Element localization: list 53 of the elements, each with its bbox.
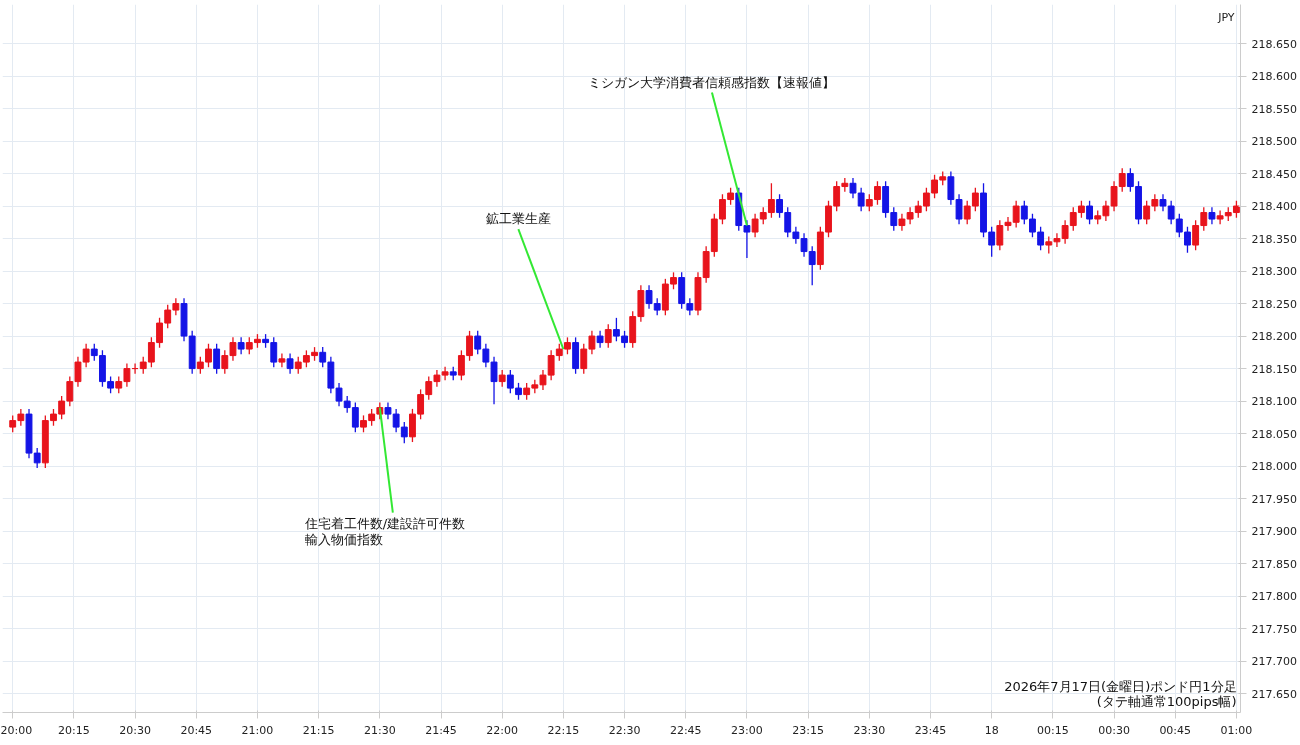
y-tick-label: 218.500 (1251, 135, 1297, 149)
annotation: 住宅着工件数/建設許可件数 (303, 515, 466, 531)
x-tick-label: 22:00 (486, 723, 519, 737)
x-tick-label: 21:15 (302, 723, 335, 737)
annotation: ミシガン大学消費者信頼感指数【速報値】 (588, 74, 836, 90)
candlestick (604, 323, 612, 349)
y-tick-label: 218.200 (1251, 330, 1297, 344)
x-tick-label: 21:30 (363, 723, 396, 737)
y-tick-label: 218.000 (1251, 460, 1297, 474)
x-tick-label: 20:15 (58, 723, 90, 737)
y-tick-label: 217.850 (1251, 557, 1297, 571)
x-tick-label: 23:00 (731, 723, 763, 737)
x-tick-label: 23:45 (914, 723, 947, 737)
x-tick-label: 01:00 (1220, 723, 1253, 737)
y-tick-label: 217.750 (1251, 622, 1297, 636)
y-tick-label: 217.800 (1251, 590, 1297, 604)
x-tick-label: 22:15 (547, 723, 580, 737)
y-tick-label: 217.950 (1251, 492, 1297, 506)
x-tick-label: 23:15 (792, 723, 824, 737)
x-tick-label: 23:30 (853, 723, 886, 737)
annotation: 2026年7月17日(金曜日)ポンド円1分足 (1004, 678, 1237, 694)
candlestick (1086, 200, 1094, 225)
x-tick-label: 22:45 (669, 723, 702, 737)
y-axis-title: JPY (1217, 10, 1235, 24)
y-tick-label: 218.300 (1251, 265, 1297, 279)
y-tick-label: 218.100 (1251, 395, 1297, 409)
x-tick-label: 20:45 (180, 723, 213, 737)
x-tick-label: 20:30 (119, 723, 151, 737)
x-tick-label: 00:45 (1159, 723, 1192, 737)
y-tick-label: 218.450 (1251, 167, 1297, 181)
annotation: 鉱工業生産 (485, 211, 551, 227)
x-tick-label: 18 (984, 723, 999, 737)
annotation: 輸入物価指数 (304, 531, 383, 547)
y-tick-label: 218.550 (1251, 102, 1297, 116)
y-tick-label: 217.650 (1251, 687, 1297, 701)
x-tick-label: 21:00 (241, 723, 274, 737)
y-tick-label: 218.050 (1251, 427, 1297, 441)
annotation: (タテ軸通常100pips幅) (1096, 693, 1237, 709)
y-tick-label: 217.700 (1251, 655, 1297, 669)
x-tick-label: 22:30 (608, 723, 641, 737)
y-tick-label: 218.650 (1251, 37, 1297, 51)
candlestick (286, 352, 294, 375)
x-tick-label: 00:30 (1098, 723, 1130, 737)
candlestick (213, 343, 221, 375)
y-tick-label: 218.350 (1251, 232, 1297, 246)
y-tick-label: 218.600 (1251, 70, 1297, 84)
y-tick-label: 218.400 (1251, 200, 1297, 214)
y-tick-label: 217.900 (1251, 525, 1297, 539)
x-tick-label: 20:00 (0, 723, 33, 737)
y-tick-label: 218.250 (1251, 297, 1297, 311)
x-tick-label: 00:15 (1037, 723, 1069, 737)
y-tick-label: 218.150 (1251, 362, 1297, 376)
x-tick-label: 21:45 (425, 723, 457, 737)
